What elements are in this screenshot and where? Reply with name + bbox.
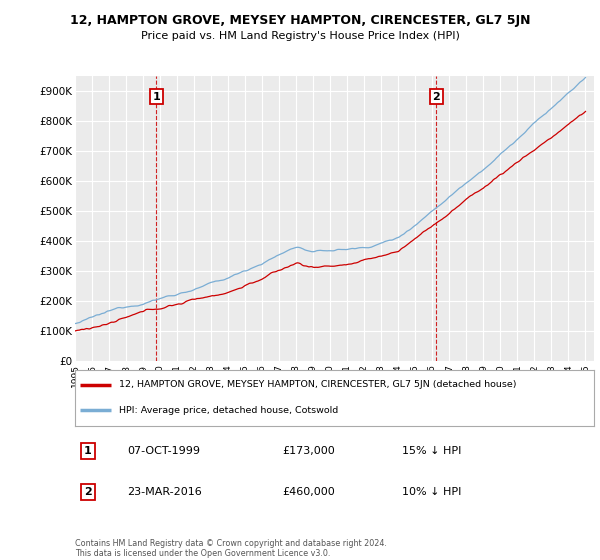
Text: 1: 1 — [84, 446, 92, 456]
Text: HPI: Average price, detached house, Cotswold: HPI: Average price, detached house, Cots… — [119, 406, 338, 415]
Text: 12, HAMPTON GROVE, MEYSEY HAMPTON, CIRENCESTER, GL7 5JN (detached house): 12, HAMPTON GROVE, MEYSEY HAMPTON, CIREN… — [119, 380, 517, 389]
Text: 1: 1 — [152, 92, 160, 102]
Text: £460,000: £460,000 — [283, 487, 335, 497]
Text: 23-MAR-2016: 23-MAR-2016 — [127, 487, 202, 497]
Text: 15% ↓ HPI: 15% ↓ HPI — [402, 446, 461, 456]
Text: 12, HAMPTON GROVE, MEYSEY HAMPTON, CIRENCESTER, GL7 5JN: 12, HAMPTON GROVE, MEYSEY HAMPTON, CIREN… — [70, 14, 530, 27]
Text: Contains HM Land Registry data © Crown copyright and database right 2024.
This d: Contains HM Land Registry data © Crown c… — [75, 539, 387, 558]
Text: 2: 2 — [433, 92, 440, 102]
Text: £173,000: £173,000 — [283, 446, 335, 456]
Text: 07-OCT-1999: 07-OCT-1999 — [127, 446, 200, 456]
Text: Price paid vs. HM Land Registry's House Price Index (HPI): Price paid vs. HM Land Registry's House … — [140, 31, 460, 41]
Text: 10% ↓ HPI: 10% ↓ HPI — [402, 487, 461, 497]
Text: 2: 2 — [84, 487, 92, 497]
